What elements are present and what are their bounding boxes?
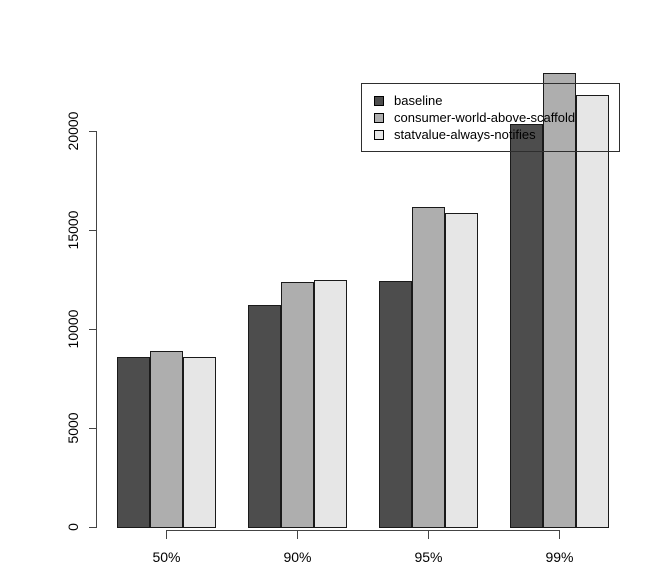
y-tick-label: 5000 [65,412,81,444]
bar-statvalue-always-notifies-99% [576,95,609,528]
legend-label-statvalue-always-notifies: statvalue-always-notifies [394,127,536,142]
bar-statvalue-always-notifies-50% [183,357,216,528]
y-tick [89,130,97,132]
y-tick-label: 10000 [65,309,81,349]
legend-swatch-baseline [374,95,384,106]
bar-consumer-world-above-scaffold-99% [543,73,576,528]
x-tick-label-99%: 99% [545,549,574,565]
bar-consumer-world-above-scaffold-50% [150,351,183,528]
legend: baseline consumer-world-above-scaffold s… [361,83,620,152]
x-tick [166,530,167,539]
y-tick [89,328,97,330]
bar-baseline-99% [510,124,543,528]
legend-item-statvalue-always-notifies: statvalue-always-notifies [374,127,619,142]
y-tick-label: 0 [65,523,81,531]
legend-item-baseline: baseline [374,93,619,108]
legend-swatch-statvalue-always-notifies [374,129,384,140]
x-axis-line [166,530,560,531]
y-tick-label: 20000 [65,111,81,151]
bar-consumer-world-above-scaffold-90% [281,282,314,528]
y-tick [89,526,97,528]
legend-item-consumer-world-above-scaffold: consumer-world-above-scaffold [374,110,619,125]
bar-statvalue-always-notifies-90% [314,280,347,528]
legend-swatch-consumer-world-above-scaffold [374,112,384,123]
x-tick [297,530,298,539]
bar-statvalue-always-notifies-95% [445,213,478,528]
bar-consumer-world-above-scaffold-95% [412,207,445,528]
x-tick [559,530,560,539]
y-tick-label: 15000 [65,210,81,250]
y-tick [89,229,97,231]
x-tick [428,530,429,539]
bar-baseline-95% [379,281,412,528]
legend-label-consumer-world-above-scaffold: consumer-world-above-scaffold [394,110,576,125]
bar-baseline-90% [248,305,281,528]
x-tick-label-50%: 50% [152,549,181,565]
legend-label-baseline: baseline [394,93,443,108]
x-tick-label-95%: 95% [414,549,443,565]
bar-baseline-50% [117,357,150,528]
y-tick [89,427,97,429]
x-tick-label-90%: 90% [283,549,312,565]
